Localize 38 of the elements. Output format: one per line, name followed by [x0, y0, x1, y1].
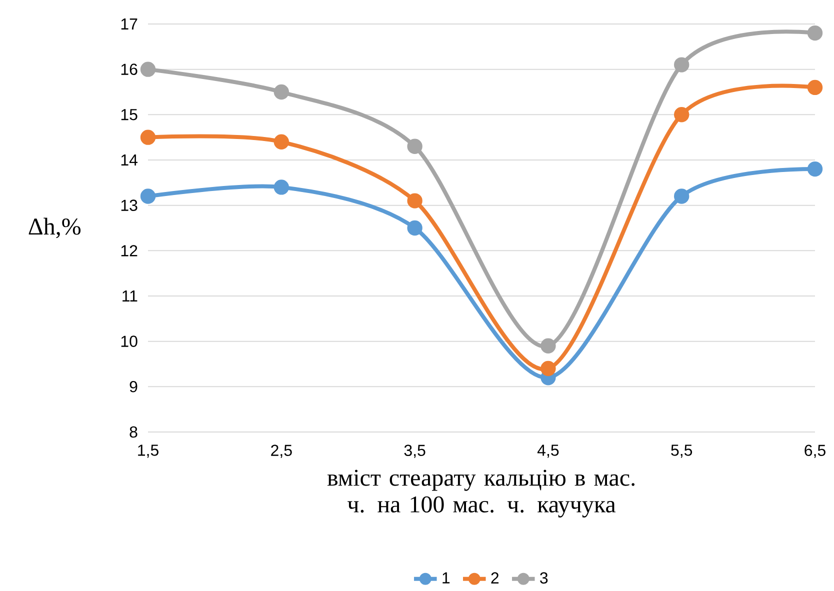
point: [274, 134, 290, 150]
x-axis-title: вміст стеарату кальцію в мас. ч. на 100 мас. ч. каучука: [327, 470, 634, 518]
x-tick-label: 2,5: [271, 444, 292, 458]
point: [407, 220, 422, 236]
point: [674, 57, 690, 72]
y-tick-label: 15: [121, 109, 138, 120]
y-tick-label: 17: [121, 18, 138, 30]
point: [540, 338, 556, 354]
point: [807, 25, 823, 41]
y-tick-label: 11: [122, 290, 138, 302]
y-tick-label: 16: [121, 64, 138, 75]
point: [274, 180, 290, 195]
x-tick-label: 4,5: [537, 444, 559, 458]
point: [540, 360, 556, 376]
point: [407, 193, 422, 208]
y-tick-label: 8: [130, 426, 138, 438]
point: [274, 84, 290, 100]
y-tick-label: 13: [121, 200, 138, 211]
point: [674, 188, 690, 204]
y-tick-label: 10: [121, 336, 138, 347]
y-tick-label: 12: [121, 245, 138, 256]
x-tick-label: 5,5: [671, 444, 692, 458]
y-axis-title: Δh,%: [28, 218, 81, 238]
legend-label: 3: [540, 572, 548, 584]
x-tick-label: 3,5: [404, 444, 426, 458]
x-tick-label: 1,5: [138, 444, 158, 458]
x-tick-label: 6,5: [804, 444, 826, 458]
legend-label: 2: [491, 572, 499, 584]
point: [140, 62, 156, 77]
y-tick-label: 14: [121, 154, 138, 166]
y-tick-label: 9: [130, 380, 138, 392]
point: [807, 161, 823, 177]
legend-label: 1: [442, 572, 450, 584]
point: [407, 138, 422, 154]
point: [807, 80, 823, 96]
point: [140, 130, 156, 145]
point: [140, 188, 156, 204]
point: [674, 107, 690, 122]
